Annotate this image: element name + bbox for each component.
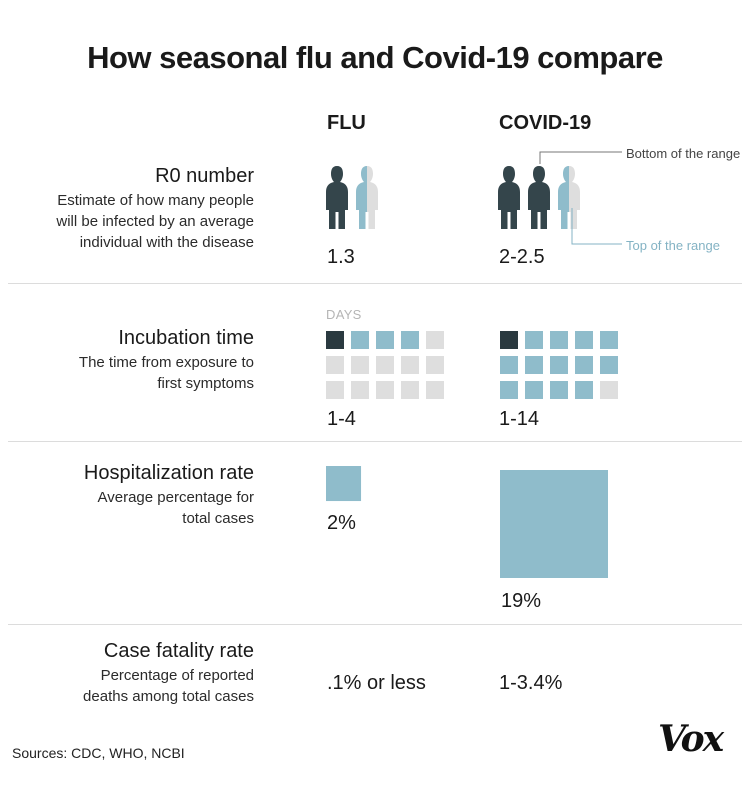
incubation-day-cell <box>500 381 518 399</box>
incubation-day-cell <box>525 356 543 374</box>
incubation-day-cell <box>525 381 543 399</box>
incubation-day-cell <box>500 331 518 349</box>
incubation-day-cell <box>376 381 394 399</box>
row-divider <box>8 283 742 284</box>
row-description-line: Average percentage for <box>97 489 255 506</box>
row-title-fatality: Case fatality rate <box>103 640 254 662</box>
row-description-line: deaths among total cases <box>83 688 254 705</box>
row-description-line: individual with the disease <box>79 234 254 251</box>
annotation-line-top <box>571 208 622 245</box>
covid-hospitalization-value: 19% <box>501 590 542 612</box>
row-title-hospitalization: Hospitalization rate <box>83 462 254 484</box>
row-label-r0: R0 number Estimate of how many people wi… <box>56 165 254 253</box>
incubation-day-cell <box>401 381 419 399</box>
row-title-r0: R0 number <box>155 165 254 187</box>
row-description-line: Estimate of how many people <box>57 192 254 209</box>
row-divider <box>8 624 742 625</box>
column-header-covid: COVID-19 <box>499 112 592 134</box>
incubation-day-cell <box>600 356 618 374</box>
flu-incubation-value: 1-4 <box>327 408 356 430</box>
row-description-fatality: Percentage of reported deaths among tota… <box>83 665 254 707</box>
chart-title: How seasonal flu and Covid-19 compare <box>87 40 663 75</box>
flu-hospitalization-value: 2% <box>327 512 356 534</box>
row-label-fatality: Case fatality rate Percentage of reporte… <box>83 640 254 707</box>
incubation-day-cell <box>376 356 394 374</box>
covid-r0-value: 2-2.5 <box>499 246 545 268</box>
person-figure-icon <box>326 166 348 229</box>
row-description-line: The time from exposure to <box>78 354 254 371</box>
annotation-line-bottom <box>539 151 622 164</box>
days-unit-label: DAYS <box>326 307 362 322</box>
incubation-day-cell <box>401 356 419 374</box>
row-divider <box>8 441 742 442</box>
flu-r0-value: 1.3 <box>327 246 355 268</box>
person-partial-figure-icon <box>356 166 378 229</box>
incubation-day-cell <box>351 331 369 349</box>
row-description-r0: Estimate of how many people will be infe… <box>56 190 254 253</box>
row-description-line: total cases <box>182 510 254 527</box>
incubation-day-cell <box>351 381 369 399</box>
incubation-day-cell <box>326 331 344 349</box>
flu-fatality-value: .1% or less <box>327 672 426 694</box>
row-label-incubation: Incubation time The time from exposure t… <box>79 327 254 394</box>
covid-hospitalization-square <box>500 470 608 578</box>
covid-fatality-value: 1-3.4% <box>499 672 563 694</box>
incubation-day-cell <box>575 381 593 399</box>
incubation-day-cell <box>500 356 518 374</box>
row-description-hospitalization: Average percentage for total cases <box>84 487 255 529</box>
incubation-day-cell <box>426 381 444 399</box>
incubation-day-cell <box>575 356 593 374</box>
incubation-day-cell <box>326 381 344 399</box>
incubation-day-cell <box>600 381 618 399</box>
incubation-day-cell <box>525 331 543 349</box>
vox-logo: Vox <box>658 718 724 760</box>
incubation-day-cell <box>351 356 369 374</box>
row-description-incubation: The time from exposure to first symptoms <box>79 352 254 394</box>
incubation-day-cell <box>575 331 593 349</box>
row-description-line: first symptoms <box>157 375 254 392</box>
annotation-bottom-of-range: Bottom of the range <box>626 146 741 161</box>
incubation-day-cell <box>550 331 568 349</box>
incubation-day-cell <box>426 356 444 374</box>
incubation-day-cell <box>550 356 568 374</box>
flu-hospitalization-square <box>326 466 362 502</box>
row-title-incubation: Incubation time <box>118 327 254 349</box>
sources-note: Sources: CDC, WHO, NCBI <box>12 745 185 761</box>
annotation-top-of-range: Top of the range <box>626 238 720 253</box>
person-figure-icon <box>528 166 550 229</box>
row-description-line: will be infected by an average <box>56 213 254 230</box>
person-figure-icon <box>498 166 520 229</box>
row-description-line: Percentage of reported <box>100 667 254 684</box>
incubation-day-cell <box>600 331 618 349</box>
column-header-flu: FLU <box>327 112 366 134</box>
incubation-day-cell <box>401 331 419 349</box>
covid-incubation-value: 1-14 <box>499 408 540 430</box>
row-label-hospitalization: Hospitalization rate Average percentage … <box>84 462 254 529</box>
incubation-day-cell <box>426 331 444 349</box>
incubation-day-cell <box>376 331 394 349</box>
incubation-day-cell <box>326 356 344 374</box>
incubation-day-cell <box>550 381 568 399</box>
